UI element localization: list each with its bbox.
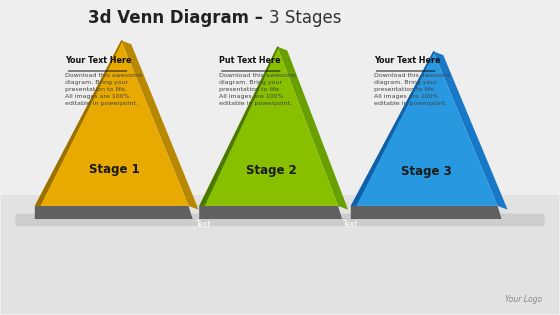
Polygon shape [35, 40, 123, 206]
Polygon shape [433, 51, 507, 210]
Polygon shape [277, 47, 348, 210]
FancyBboxPatch shape [15, 214, 545, 226]
Polygon shape [121, 40, 199, 210]
Text: Your Logo: Your Logo [505, 295, 542, 304]
Text: Download this awesome
diagram. Bring your
presentation to life.
All images are 1: Download this awesome diagram. Bring you… [219, 73, 296, 106]
Polygon shape [199, 206, 342, 219]
Text: 3d Venn Diagram –: 3d Venn Diagram – [88, 9, 269, 27]
Polygon shape [351, 51, 498, 206]
Polygon shape [351, 51, 435, 206]
Polygon shape [199, 47, 279, 206]
Text: Stage 3: Stage 3 [402, 165, 452, 178]
Text: Stage 2: Stage 2 [246, 164, 296, 177]
Text: 3 Stages: 3 Stages [269, 9, 342, 27]
Text: Download this awesome
diagram. Bring your
presentation to life.
All images are 1: Download this awesome diagram. Bring you… [66, 73, 142, 106]
Text: Your Text Here: Your Text Here [66, 56, 132, 65]
Text: Text: Text [196, 220, 212, 229]
Text: Your Text Here: Your Text Here [374, 56, 440, 65]
Text: Put Text Here: Put Text Here [219, 56, 281, 65]
Text: Download this awesome
diagram. Bring your
presentation to life.
All images are 1: Download this awesome diagram. Bring you… [374, 73, 450, 106]
Polygon shape [35, 40, 189, 206]
Polygon shape [199, 47, 338, 206]
Polygon shape [35, 206, 193, 219]
Bar [1, 195, 559, 314]
Text: Stage 1: Stage 1 [89, 163, 139, 176]
Text: Text: Text [343, 220, 358, 229]
Polygon shape [351, 206, 502, 219]
